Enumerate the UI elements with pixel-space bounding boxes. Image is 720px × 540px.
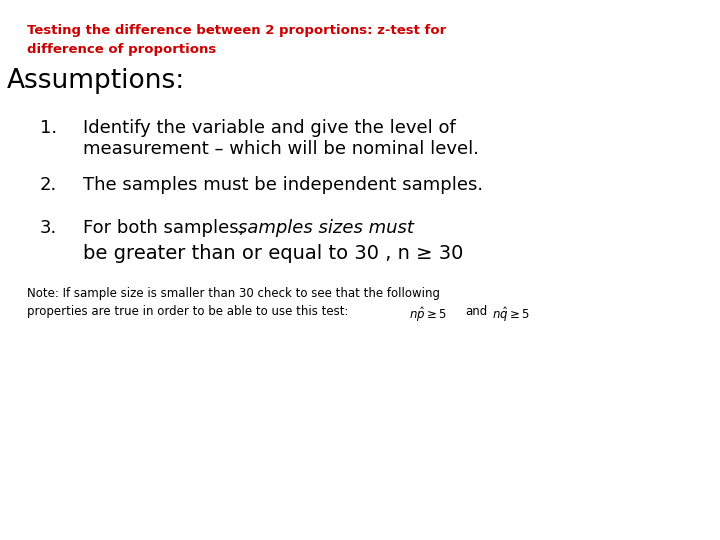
Text: 1.: 1.: [40, 119, 57, 137]
Text: Identify the variable and give the level of: Identify the variable and give the level…: [83, 119, 456, 137]
Text: The samples must be independent samples.: The samples must be independent samples.: [83, 176, 483, 193]
Text: difference of proportions: difference of proportions: [27, 43, 217, 56]
Text: For both samples,: For both samples,: [83, 219, 250, 237]
Text: measurement – which will be nominal level.: measurement – which will be nominal leve…: [83, 140, 479, 158]
Text: properties are true in order to be able to use this test:: properties are true in order to be able …: [27, 305, 356, 318]
Text: 3.: 3.: [40, 219, 57, 237]
Text: $n\hat{p} \geq 5$: $n\hat{p} \geq 5$: [409, 305, 446, 324]
Text: Assumptions:: Assumptions:: [7, 68, 186, 93]
Text: be greater than or equal to 30 , n ≥ 30: be greater than or equal to 30 , n ≥ 30: [83, 244, 463, 263]
Text: Note: If sample size is smaller than 30 check to see that the following: Note: If sample size is smaller than 30 …: [27, 287, 441, 300]
Text: samples sizes must: samples sizes must: [238, 219, 413, 237]
Text: and: and: [465, 305, 487, 318]
Text: 2.: 2.: [40, 176, 57, 193]
Text: Testing the difference between 2 proportions: z-test for: Testing the difference between 2 proport…: [27, 24, 446, 37]
Text: $n\hat{q} \geq 5$: $n\hat{q} \geq 5$: [492, 305, 530, 324]
